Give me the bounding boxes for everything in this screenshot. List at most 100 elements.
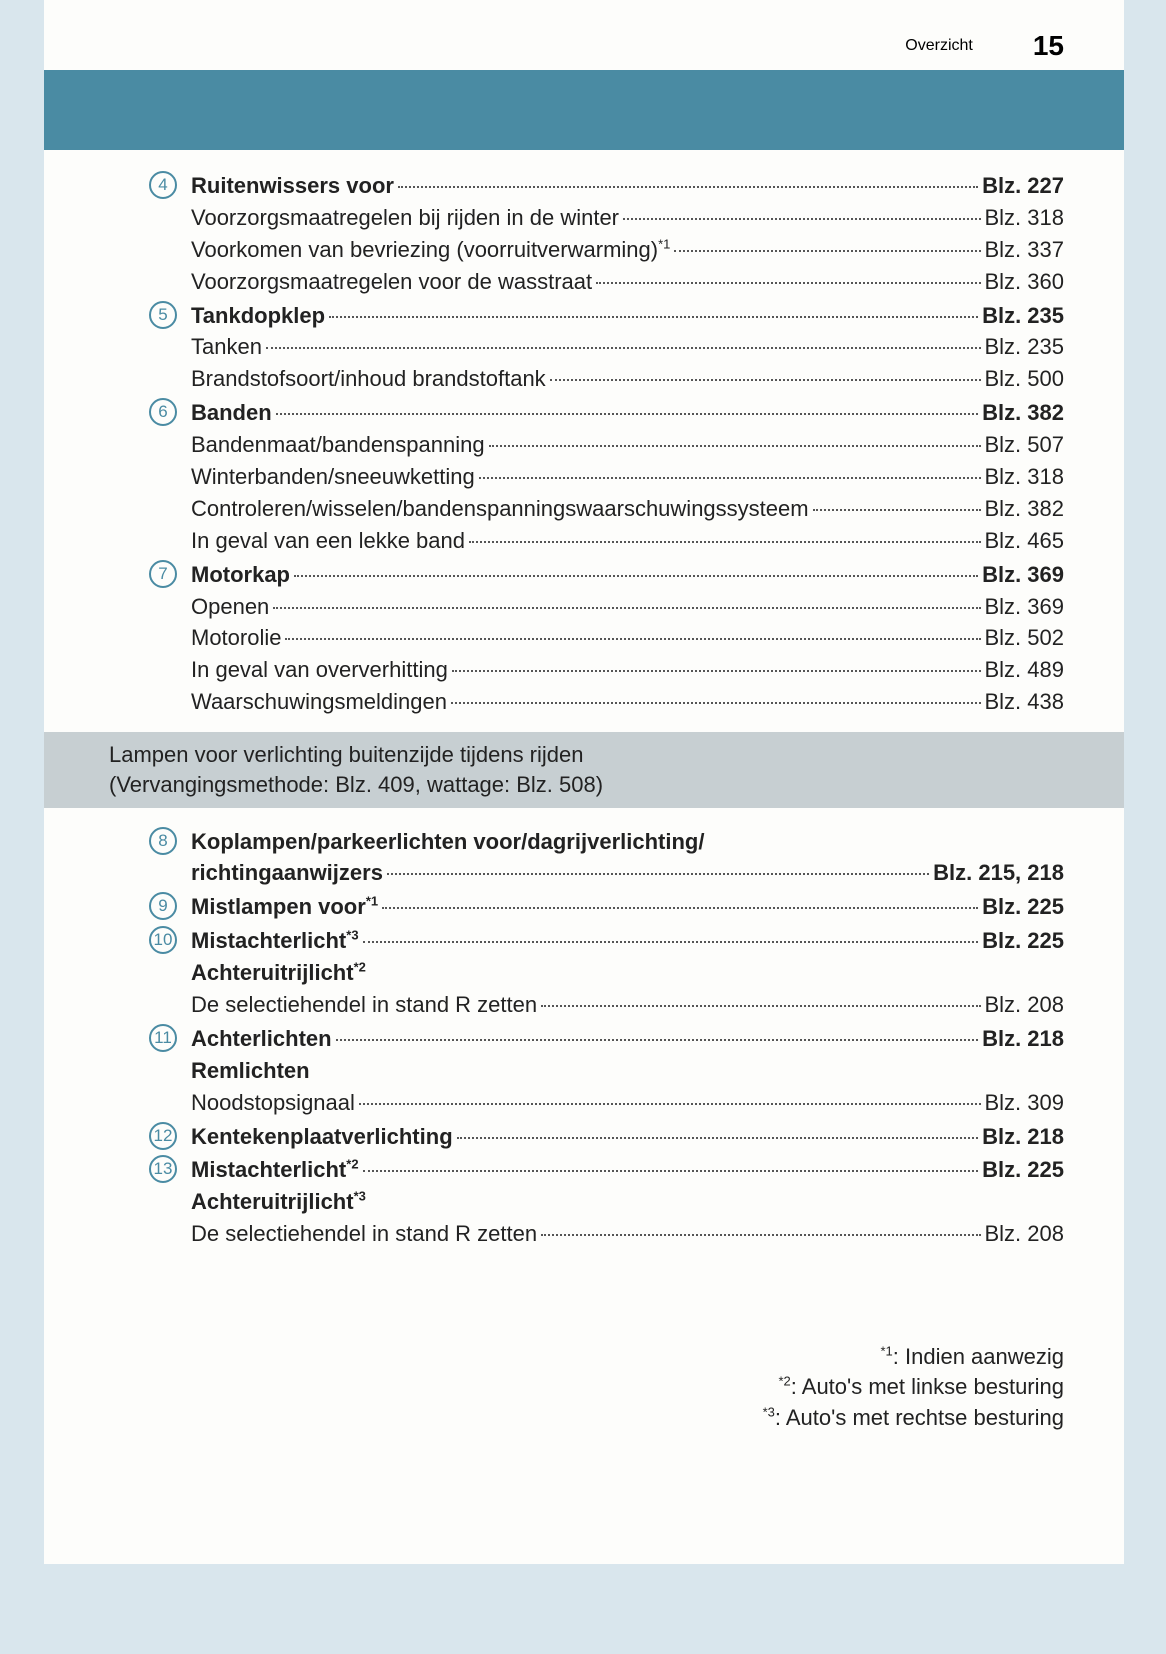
section-bar-line2: (Vervangingsmethode: Blz. 409, wattage: … xyxy=(109,770,1064,800)
toc-line: Motorolie Blz. 502 xyxy=(191,622,1064,654)
leader-dots xyxy=(294,575,978,577)
toc-label: In geval van oververhitting xyxy=(191,654,448,686)
entry-number-circle: 7 xyxy=(149,560,177,588)
toc-line: De selectiehendel in stand R zettenBlz. … xyxy=(191,1218,1064,1250)
toc-line: Remlichten xyxy=(191,1055,1064,1087)
entry-number-circle: 10 xyxy=(149,926,177,954)
footnote-marker: *2 xyxy=(778,1374,790,1389)
page-reference: Blz. 465 xyxy=(985,525,1065,557)
toc-line: Mistachterlicht*3Blz. 225 xyxy=(191,925,1064,957)
toc-line: Tanken Blz. 235 xyxy=(191,331,1064,363)
page: Overzicht 15 4Ruitenwissers voorBlz. 227… xyxy=(44,0,1124,1564)
footnote-ref: *1 xyxy=(366,894,378,909)
toc-label: Tanken xyxy=(191,331,262,363)
entry-body: Mistachterlicht*2Blz. 225Achteruitrijlic… xyxy=(191,1154,1064,1250)
toc-line: richtingaanwijzersBlz. 215, 218 xyxy=(191,857,1064,889)
entry-body: Motorkap Blz. 369 Openen Blz. 369 Motorolie B… xyxy=(191,559,1064,718)
toc-entry: 7MotorkapBlz. 369OpenenBlz. 369Motorolie… xyxy=(149,559,1064,718)
page-reference: Blz. 218 xyxy=(982,1121,1064,1153)
toc-label: Motorolie xyxy=(191,622,281,654)
toc-entry: 6BandenBlz. 382Bandenmaat/bandenspanning… xyxy=(149,397,1064,556)
toc-label: Bandenmaat/bandenspanning xyxy=(191,429,485,461)
toc-line: Winterbanden/sneeuwkettingBlz. 318 xyxy=(191,461,1064,493)
entry-body: KentekenplaatverlichtingBlz. 218 xyxy=(191,1121,1064,1153)
page-reference: Blz. 208 xyxy=(985,1218,1065,1250)
toc-line: AchterlichtenBlz. 218 xyxy=(191,1023,1064,1055)
leader-dots xyxy=(398,186,978,188)
entry-body: Mistachterlicht*3Blz. 225Achteruitrijlic… xyxy=(191,925,1064,1021)
entry-number-circle: 9 xyxy=(149,892,177,920)
toc-line: Voorzorgsmaatregelen bij rijden in de wi… xyxy=(191,202,1064,234)
toc-label: Controleren/wisselen/bandenspanningswaar… xyxy=(191,493,809,525)
leader-dots xyxy=(382,907,978,909)
entry-body: AchterlichtenBlz. 218RemlichtenNoodstops… xyxy=(191,1023,1064,1119)
page-header: Overzicht 15 xyxy=(905,30,1064,62)
footnote-ref: *2 xyxy=(346,1157,358,1172)
footnote-line: *3: Auto's met rechtse besturing xyxy=(763,1403,1064,1434)
entry-number-circle: 8 xyxy=(149,827,177,855)
toc-label: Mistachterlicht*3 xyxy=(191,925,359,957)
entry-number-circle: 5 xyxy=(149,301,177,329)
toc-label: Banden xyxy=(191,397,272,429)
toc-line: Achteruitrijlicht*3 xyxy=(191,1186,1064,1218)
page-reference: Blz. 225 xyxy=(982,1154,1064,1186)
toc-label: In geval van een lekke band xyxy=(191,525,465,557)
toc-line: Motorkap Blz. 369 xyxy=(191,559,1064,591)
toc-entry: 8Koplampen/parkeerlichten voor/dagrijver… xyxy=(149,826,1064,890)
toc-label: Voorzorgsmaatregelen bij rijden in de wi… xyxy=(191,202,619,234)
toc-entry: 5 TankdopklepBlz. 235Tanken Blz. 235Brands… xyxy=(149,300,1064,396)
entry-number-circle: 13 xyxy=(149,1155,177,1183)
leader-dots xyxy=(674,250,980,252)
leader-dots xyxy=(359,1103,981,1105)
footnote-ref: *3 xyxy=(354,1189,366,1204)
page-reference: Blz. 438 xyxy=(985,686,1065,718)
page-reference: Blz. 309 xyxy=(985,1087,1065,1119)
page-reference: Blz. 507 xyxy=(985,429,1065,461)
leader-dots xyxy=(266,347,981,349)
footnote-marker: *1 xyxy=(880,1343,892,1358)
page-reference: Blz. 225 xyxy=(982,891,1064,923)
page-reference: Blz. 218 xyxy=(982,1023,1064,1055)
toc-line: In geval van oververhittingBlz. 489 xyxy=(191,654,1064,686)
toc-entry: 4Ruitenwissers voorBlz. 227Voorzorgsmaat… xyxy=(149,170,1064,298)
page-reference: Blz. 235 xyxy=(985,331,1065,363)
toc-entry: 12 KentekenplaatverlichtingBlz. 218 xyxy=(149,1121,1064,1153)
toc-label: Motorkap xyxy=(191,559,290,591)
entry-body: Banden Blz. 382 Bandenmaat/bandenspanning B… xyxy=(191,397,1064,556)
header-title: Overzicht xyxy=(905,37,973,55)
footnote-line: *2: Auto's met linkse besturing xyxy=(763,1372,1064,1403)
toc-line: TankdopklepBlz. 235 xyxy=(191,300,1064,332)
toc-label: Winterbanden/sneeuwketting xyxy=(191,461,475,493)
toc-label: Achteruitrijlicht*2 xyxy=(191,957,366,989)
page-reference: Blz. 215, 218 xyxy=(933,857,1064,889)
page-reference: Blz. 318 xyxy=(985,202,1065,234)
toc-line: Openen Blz. 369 xyxy=(191,591,1064,623)
page-reference: Blz. 369 xyxy=(982,559,1064,591)
leader-dots xyxy=(451,702,981,704)
leader-dots xyxy=(479,477,981,479)
footnote-ref: *1 xyxy=(658,236,670,251)
leader-dots xyxy=(285,638,980,640)
leader-dots xyxy=(469,541,981,543)
page-reference: Blz. 369 xyxy=(985,591,1065,623)
toc-label: Achteruitrijlicht*3 xyxy=(191,1186,366,1218)
leader-dots xyxy=(813,509,981,511)
header-band xyxy=(44,70,1124,150)
page-reference: Blz. 502 xyxy=(985,622,1065,654)
leader-dots xyxy=(273,607,980,609)
toc-label: Waarschuwingsmeldingen xyxy=(191,686,447,718)
footnotes: *1: Indien aanwezig*2: Auto's met linkse… xyxy=(763,1342,1064,1434)
leader-dots xyxy=(363,941,979,943)
toc-label: Openen xyxy=(191,591,269,623)
toc-label: Noodstopsignaal xyxy=(191,1087,355,1119)
leader-dots xyxy=(596,282,980,284)
section-heading-bar: Lampen voor verlichting buitenzijde tijd… xyxy=(44,732,1124,807)
toc-line: Mistachterlicht*2Blz. 225 xyxy=(191,1154,1064,1186)
toc-entry: 9Mistlampen voor*1Blz. 225 xyxy=(149,891,1064,923)
page-reference: Blz. 382 xyxy=(982,397,1064,429)
entry-number-circle: 12 xyxy=(149,1122,177,1150)
toc-label: De selectiehendel in stand R zetten xyxy=(191,989,537,1021)
toc-entry: 10 Mistachterlicht*3Blz. 225Achteruitrijl… xyxy=(149,925,1064,1021)
header-page-number: 15 xyxy=(1033,30,1064,62)
toc-line: Brandstofsoort/inhoud brandstoftankBlz. … xyxy=(191,363,1064,395)
